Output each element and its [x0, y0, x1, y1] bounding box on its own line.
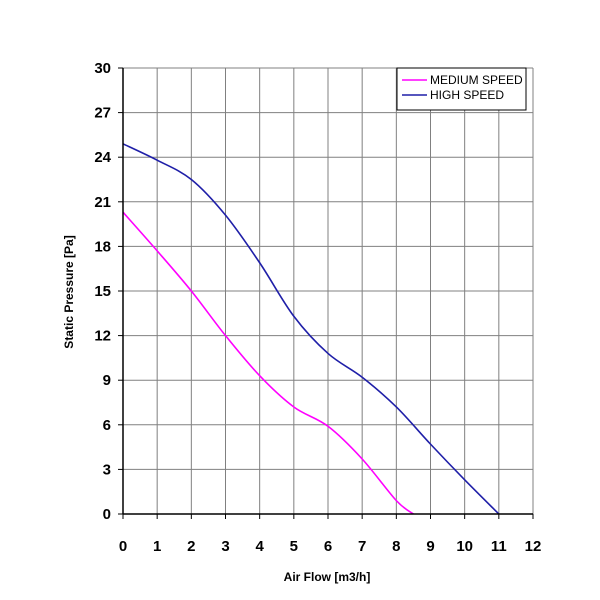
x-tick-label: 12 — [525, 538, 542, 555]
y-tick-label: 30 — [94, 60, 111, 77]
y-tick-label: 12 — [94, 328, 111, 345]
y-tick-label: 6 — [103, 417, 111, 434]
x-tick-label: 0 — [119, 538, 127, 555]
x-tick-label: 6 — [324, 538, 332, 555]
series-lines — [122, 143, 500, 515]
y-tick-label: 24 — [94, 149, 111, 166]
series-line-high-speed — [122, 143, 500, 515]
x-tick-label: 9 — [426, 538, 434, 555]
legend-label: HIGH SPEED — [430, 88, 504, 102]
x-axis-title: Air Flow [m3/h] — [284, 570, 371, 584]
axes — [118, 67, 534, 519]
x-tick-label: 10 — [456, 538, 473, 555]
y-axis-title: Static Pressure [Pa] — [62, 235, 76, 348]
y-tick-label: 9 — [103, 372, 111, 389]
y-tick-label: 15 — [94, 283, 111, 300]
x-tick-label: 3 — [221, 538, 229, 555]
y-tick-label: 21 — [94, 194, 111, 211]
y-tick-label: 27 — [94, 105, 111, 122]
x-tick-label: 4 — [255, 538, 264, 555]
x-tick-label: 11 — [491, 538, 507, 555]
legend-label: MEDIUM SPEED — [430, 73, 523, 87]
x-tick-label: 8 — [392, 538, 400, 555]
x-tick-label: 7 — [358, 538, 366, 555]
y-tick-label: 3 — [103, 461, 111, 478]
legend-box — [396, 67, 527, 111]
x-tick-label: 5 — [290, 538, 298, 555]
grid — [122, 67, 534, 515]
y-tick-label: 0 — [103, 506, 111, 523]
y-tick-label: 18 — [94, 238, 111, 255]
x-tick-label: 1 — [153, 538, 161, 555]
series-line-medium-speed — [122, 211, 414, 515]
x-tick-label: 2 — [187, 538, 195, 555]
